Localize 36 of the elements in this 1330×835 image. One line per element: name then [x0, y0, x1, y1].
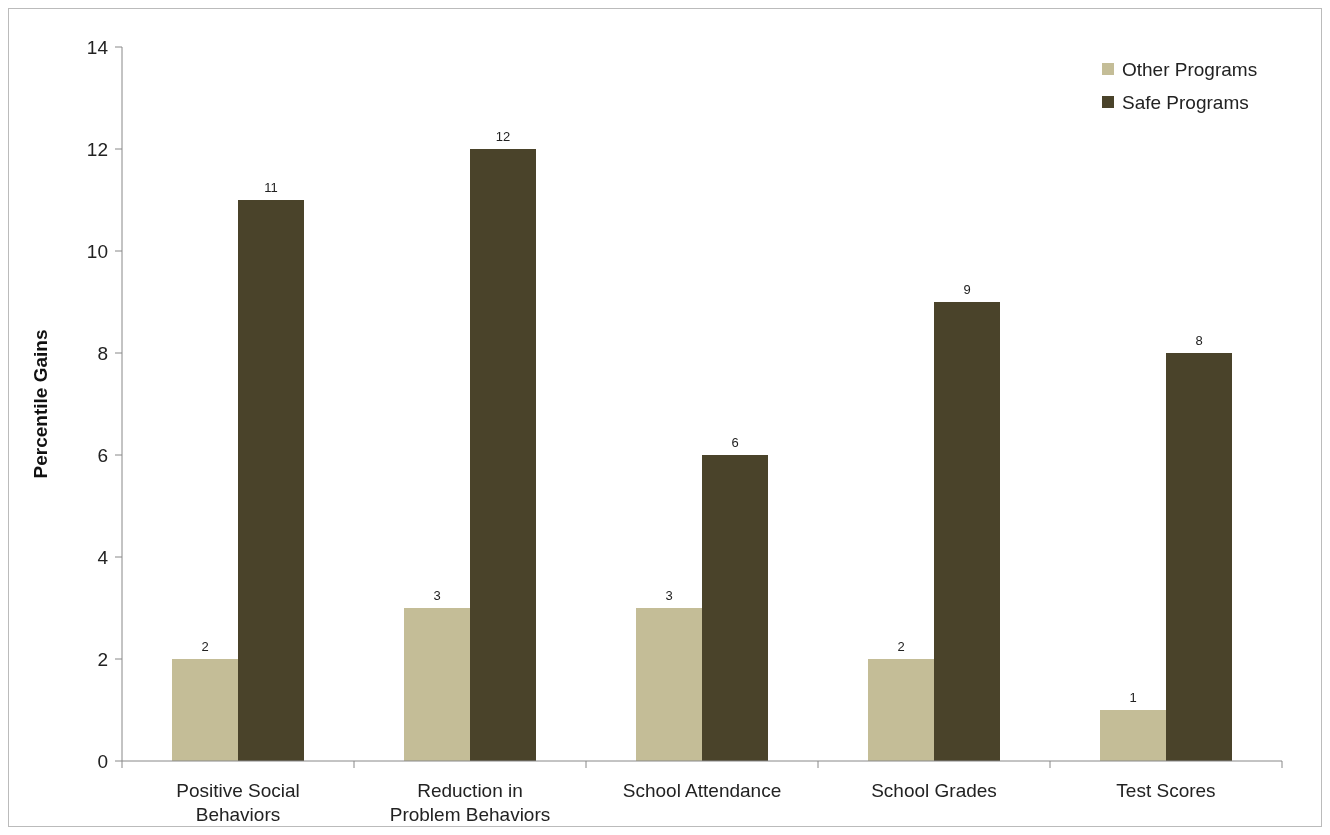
x-tick-label: Positive Social Behaviors [176, 780, 300, 825]
y-tick-label: 6 [97, 444, 108, 466]
y-axis-title: Percentile Gains [30, 329, 51, 479]
data-label: 6 [731, 435, 739, 450]
bar [172, 659, 238, 761]
y-tick-label: 8 [97, 342, 108, 364]
bar [470, 149, 536, 761]
data-label: 3 [665, 588, 673, 603]
x-tick-label: Reduction in Problem Behaviors [389, 780, 551, 825]
bar [702, 455, 768, 761]
y-tick-label: 12 [86, 138, 108, 160]
x-tick-label: School Grades [871, 780, 997, 801]
y-tick-label: 10 [86, 240, 108, 262]
data-label: 1 [1129, 690, 1137, 705]
bar [238, 200, 304, 761]
data-label: 8 [1195, 333, 1203, 348]
bar [934, 302, 1000, 761]
bar [636, 608, 702, 761]
data-label: 2 [201, 639, 209, 654]
legend-label: Other Programs [1122, 58, 1258, 80]
bar [1166, 353, 1232, 761]
data-label: 3 [433, 588, 441, 603]
y-tick-label: 2 [97, 648, 108, 670]
y-tick-label: 14 [86, 36, 109, 58]
data-label: 11 [264, 180, 278, 195]
x-tick-label: Test Scores [1116, 780, 1216, 801]
x-tick-label: School Attendance [622, 780, 782, 801]
y-tick-label: 0 [97, 750, 108, 772]
data-label: 12 [495, 129, 511, 144]
data-label: 2 [897, 639, 905, 654]
bar [404, 608, 470, 761]
bar [868, 659, 934, 761]
data-label: 9 [963, 282, 971, 297]
legend-label: Safe Programs [1122, 91, 1249, 113]
bar [1100, 710, 1166, 761]
y-tick-label: 4 [97, 546, 109, 568]
